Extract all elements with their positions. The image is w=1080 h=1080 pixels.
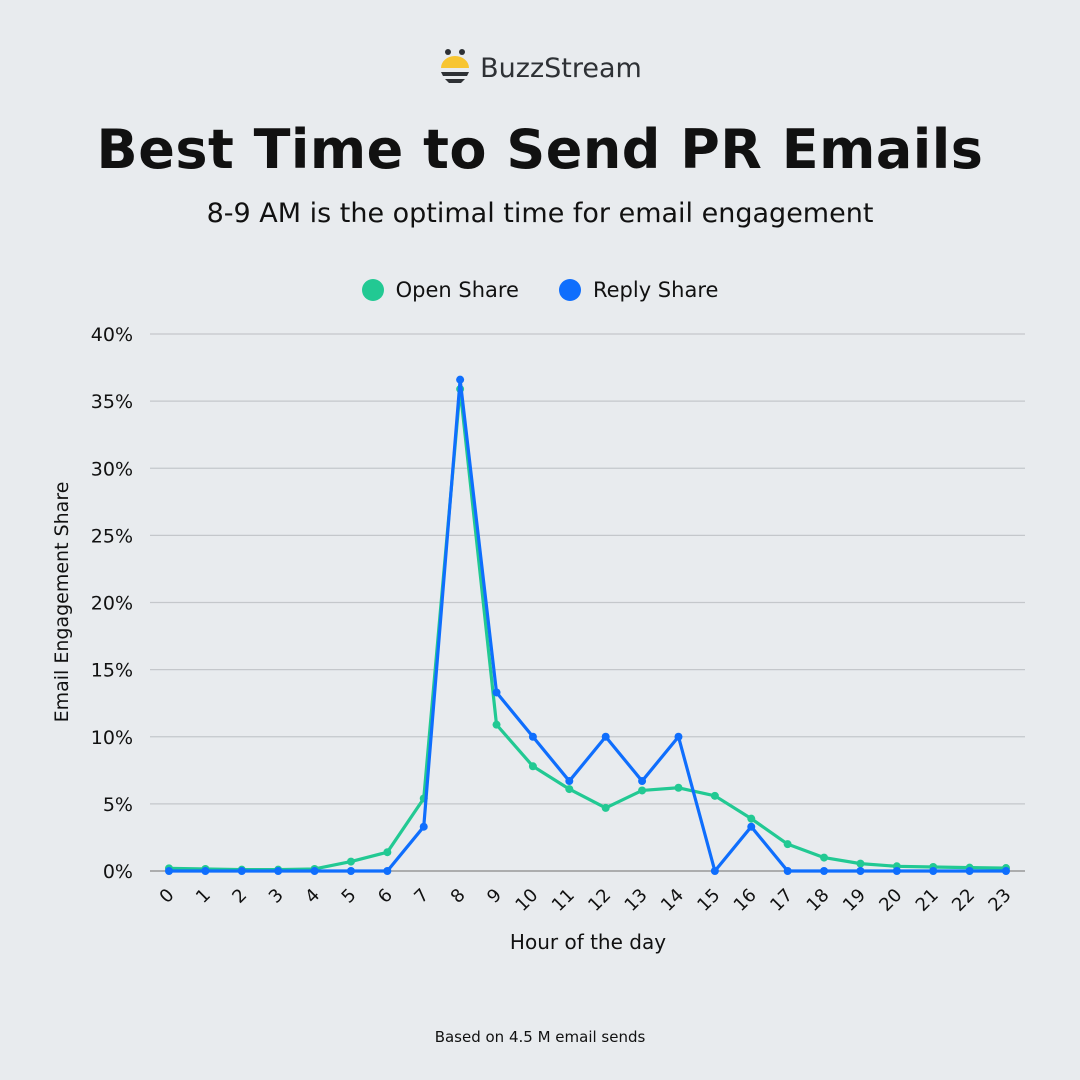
x-tick-label: 17	[766, 885, 797, 916]
brand-logo: BuzzStream	[0, 48, 1080, 88]
x-tick-label: 2	[228, 885, 251, 908]
y-tick-label: 0%	[103, 861, 133, 883]
y-tick-label: 30%	[91, 458, 133, 480]
data-point-open	[783, 840, 792, 849]
data-point-reply	[638, 777, 647, 786]
data-point-reply	[856, 867, 865, 875]
x-tick-label: 8	[447, 885, 470, 908]
x-tick-label: 15	[693, 885, 724, 916]
data-point-reply	[710, 867, 719, 875]
data-point-reply	[456, 375, 465, 384]
data-point-reply	[383, 867, 392, 875]
data-point-reply	[201, 867, 210, 875]
data-point-reply	[492, 688, 501, 697]
y-axis-label: Email Engagement Share	[51, 482, 73, 723]
legend: Open Share Reply Share	[0, 278, 1080, 302]
x-tick-label: 0	[156, 885, 179, 908]
data-point-open	[346, 857, 355, 866]
data-point-reply	[892, 867, 901, 875]
data-point-open	[565, 785, 574, 794]
data-point-open	[710, 791, 719, 800]
data-point-reply	[165, 867, 173, 875]
data-point-reply	[237, 867, 246, 875]
x-tick-label: 5	[338, 885, 361, 908]
series-line-reply	[169, 378, 1006, 873]
data-point-reply	[310, 867, 319, 875]
legend-label: Open Share	[395, 278, 519, 302]
x-tick-label: 14	[657, 885, 688, 916]
brand-name: BuzzStream	[480, 52, 642, 84]
data-point-reply	[528, 732, 537, 741]
legend-label: Reply Share	[592, 278, 719, 302]
y-tick-label: 15%	[91, 660, 133, 682]
y-tick-label: 25%	[91, 525, 133, 547]
x-tick-label: 9	[483, 885, 506, 908]
x-tick-label: 16	[730, 885, 761, 916]
data-point-open	[601, 803, 610, 812]
data-point-reply	[1002, 867, 1010, 875]
y-tick-label: 10%	[91, 727, 133, 749]
y-tick-label: 20%	[91, 593, 133, 615]
x-tick-label: 7	[410, 885, 433, 908]
data-point-reply	[783, 867, 792, 875]
data-point-reply	[346, 867, 355, 875]
x-tick-label: 1	[192, 885, 215, 908]
data-point-reply	[820, 867, 829, 875]
y-tick-label: 40%	[91, 324, 133, 346]
x-tick-label: 4	[301, 885, 324, 908]
data-point-open	[747, 814, 756, 823]
x-tick-label: 6	[374, 885, 397, 908]
x-tick-label: 21	[912, 885, 943, 916]
x-tick-label: 10	[511, 885, 542, 916]
legend-item-open: Open Share	[361, 278, 519, 302]
data-point-reply	[674, 732, 683, 741]
x-tick-label: 23	[984, 885, 1015, 916]
data-point-open	[383, 848, 392, 857]
legend-marker-reply	[558, 279, 581, 301]
x-tick-label: 19	[839, 885, 870, 916]
legend-item-reply: Reply Share	[558, 278, 719, 302]
data-point-reply	[747, 822, 756, 831]
data-point-open	[528, 762, 537, 771]
data-point-reply	[419, 822, 428, 831]
y-tick-label: 35%	[91, 391, 133, 413]
data-point-open	[492, 720, 501, 729]
x-tick-label: 11	[548, 885, 579, 916]
x-tick-label: 20	[875, 885, 906, 916]
footnote: Based on 4.5 M email sends	[434, 1028, 646, 1046]
data-point-reply	[929, 867, 938, 875]
data-point-reply	[965, 867, 974, 875]
data-point-open	[856, 859, 865, 868]
chart-subtitle: 8-9 AM is the optimal time for email eng…	[206, 198, 874, 229]
bee-icon	[441, 49, 470, 83]
x-tick-label: 3	[265, 885, 288, 908]
data-point-reply	[274, 867, 283, 875]
x-tick-label: 12	[584, 885, 615, 916]
data-point-reply	[565, 777, 574, 786]
data-point-reply	[601, 732, 610, 741]
y-tick-label: 5%	[103, 794, 133, 816]
data-point-open	[674, 783, 683, 792]
x-tick-label: 18	[803, 885, 834, 916]
x-tick-label: 22	[948, 885, 979, 916]
x-axis-label: Hour of the day	[510, 930, 666, 954]
x-tick-label: 13	[621, 885, 652, 916]
data-point-open	[820, 853, 829, 862]
legend-marker-open	[361, 279, 384, 301]
data-point-open	[638, 786, 647, 795]
chart-title: Best Time to Send PR Emails	[96, 118, 984, 181]
series-line-open	[168, 387, 1007, 872]
